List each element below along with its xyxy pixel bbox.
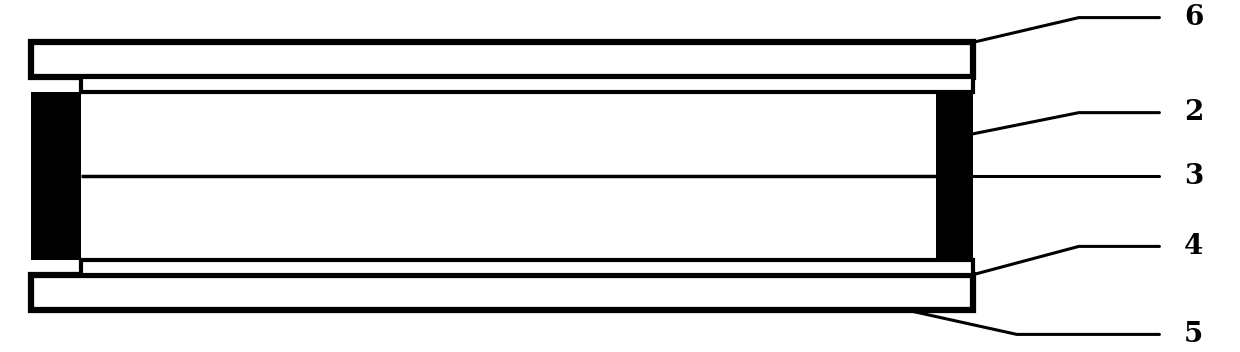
Text: 6: 6 (1184, 4, 1204, 31)
Bar (936, 92, 973, 260)
Bar (31, 42, 973, 77)
Bar (31, 92, 81, 260)
Bar (81, 260, 973, 275)
Bar (81, 77, 973, 92)
Bar (31, 275, 973, 310)
Text: 2: 2 (1184, 99, 1204, 126)
Text: 4: 4 (1184, 233, 1204, 260)
Text: 5: 5 (1184, 321, 1204, 348)
Text: 3: 3 (1184, 163, 1204, 189)
